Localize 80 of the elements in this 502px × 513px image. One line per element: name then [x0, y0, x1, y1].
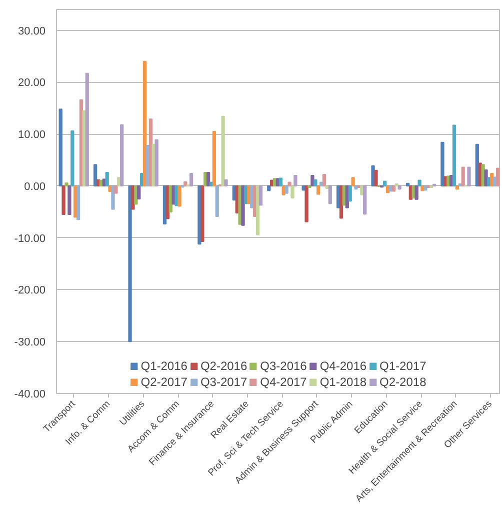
bar: [284, 185, 288, 194]
y-tick-label: 10.00: [18, 129, 46, 142]
bar: [455, 185, 460, 190]
bar: [328, 185, 332, 204]
bar: [93, 164, 98, 186]
legend-label: Q2-2016: [200, 359, 248, 373]
bar: [120, 124, 124, 186]
bar: [414, 185, 418, 200]
bar: [267, 185, 271, 192]
bar: [322, 174, 326, 186]
bar: [310, 175, 314, 186]
y-tick-label: 30.00: [18, 25, 46, 38]
bar: [64, 182, 68, 186]
bar: [406, 182, 410, 186]
bar: [467, 166, 471, 186]
bar: [128, 185, 132, 342]
bar: [142, 60, 147, 186]
bar: [398, 185, 402, 190]
bar: [290, 185, 294, 198]
bar: [382, 180, 387, 186]
bar: [178, 185, 182, 207]
bar: [288, 182, 292, 186]
bar: [481, 164, 485, 186]
legend-label: Q3-2017: [200, 375, 248, 389]
bar: [154, 139, 158, 186]
bar: [215, 185, 219, 218]
legend-label: Q3-2016: [260, 359, 307, 373]
legend-label: Q2-2017: [140, 375, 188, 389]
bar: [256, 185, 260, 236]
bar: [371, 165, 375, 186]
bar: [200, 185, 204, 242]
bar: [316, 185, 320, 195]
bar: [206, 172, 210, 186]
bar: [294, 175, 298, 186]
bar: [354, 185, 358, 190]
y-tick-label: -30.00: [14, 336, 46, 349]
bar: [363, 185, 367, 214]
legend-label: Q4-2017: [260, 375, 307, 389]
bar: [85, 72, 89, 186]
bar: [440, 142, 444, 186]
bar: [224, 179, 228, 186]
bar: [111, 185, 115, 210]
y-tick-label: -20.00: [14, 284, 46, 297]
bar: [221, 116, 225, 186]
y-tick-label: 20.00: [18, 77, 46, 90]
bar: [258, 185, 263, 206]
bar: [304, 185, 308, 222]
bar: [348, 185, 352, 202]
bar: [314, 179, 318, 186]
bar: [137, 185, 141, 200]
bar: [58, 108, 62, 186]
legend-label: Q1-2016: [140, 359, 188, 373]
bar: [114, 185, 118, 194]
bar: [184, 181, 188, 186]
bar: [68, 185, 72, 215]
bar: [392, 185, 396, 192]
bar: [105, 172, 109, 186]
bar: [424, 185, 428, 191]
legend-label: Q1-2017: [380, 359, 426, 373]
bar: [189, 172, 194, 186]
legend-label: Q4-2016: [320, 359, 367, 373]
y-tick-label: -40.00: [14, 388, 46, 400]
bar: [70, 130, 74, 186]
bar: [212, 130, 216, 186]
y-tick-label: -10.00: [14, 232, 46, 245]
legend-label: Q1-2018: [320, 375, 367, 389]
bar: [496, 168, 500, 186]
bar: [241, 185, 245, 226]
bar: [351, 177, 355, 186]
bar: [484, 169, 488, 186]
y-tick-label: 0.00: [24, 180, 46, 193]
bar: [374, 170, 378, 186]
bar: [418, 180, 422, 186]
legend-label: Q2-2018: [380, 375, 426, 389]
bar: [452, 124, 456, 186]
bar: [278, 178, 282, 186]
bar: [461, 166, 465, 186]
bar: [76, 185, 80, 220]
bar: [62, 185, 66, 215]
bar: [394, 183, 398, 186]
